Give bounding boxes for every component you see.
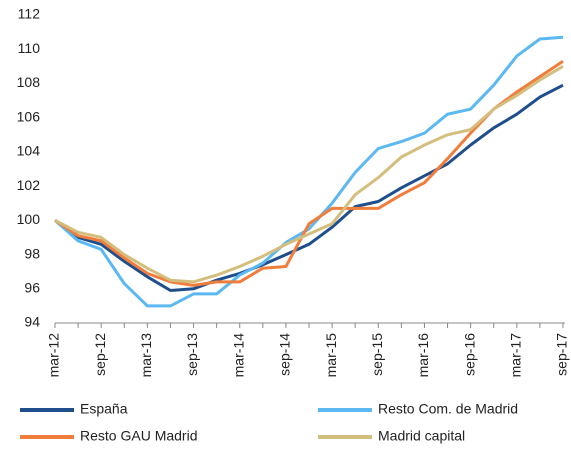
x-tick-label: sep-15 xyxy=(369,333,385,376)
series-line xyxy=(54,83,564,292)
y-tick-label: 104 xyxy=(17,143,41,159)
x-tick-label: mar-12 xyxy=(46,333,62,378)
x-tick-label: mar-14 xyxy=(230,333,246,378)
x-tick-label: mar-16 xyxy=(415,333,431,378)
y-tick-label: 100 xyxy=(17,211,41,227)
x-tick-label: sep-16 xyxy=(461,333,477,376)
legend-label: Madrid capital xyxy=(378,428,465,444)
y-tick-label: 110 xyxy=(18,40,41,56)
legend-label: Resto Com. de Madrid xyxy=(378,401,518,417)
y-tick-label: 102 xyxy=(17,177,41,193)
y-tick-label: 94 xyxy=(24,314,40,330)
y-tick-label: 112 xyxy=(18,6,41,22)
legend-label: España xyxy=(80,401,128,417)
x-tick-label: mar-17 xyxy=(508,333,524,378)
x-tick-label: sep-17 xyxy=(554,333,570,376)
x-tick-label: sep-13 xyxy=(184,333,200,376)
series-line xyxy=(54,35,564,308)
series-line xyxy=(54,59,564,287)
x-tick-label: mar-15 xyxy=(323,333,339,378)
legend-label: Resto GAU Madrid xyxy=(80,428,197,444)
x-tick-label: sep-12 xyxy=(92,333,108,376)
y-tick-label: 108 xyxy=(17,74,41,90)
series-line xyxy=(54,65,564,284)
x-tick-label: sep-14 xyxy=(277,333,293,376)
x-tick-label: mar-13 xyxy=(138,333,154,378)
y-tick-label: 106 xyxy=(17,108,41,124)
y-tick-label: 98 xyxy=(24,245,40,261)
y-tick-label: 96 xyxy=(24,279,40,295)
